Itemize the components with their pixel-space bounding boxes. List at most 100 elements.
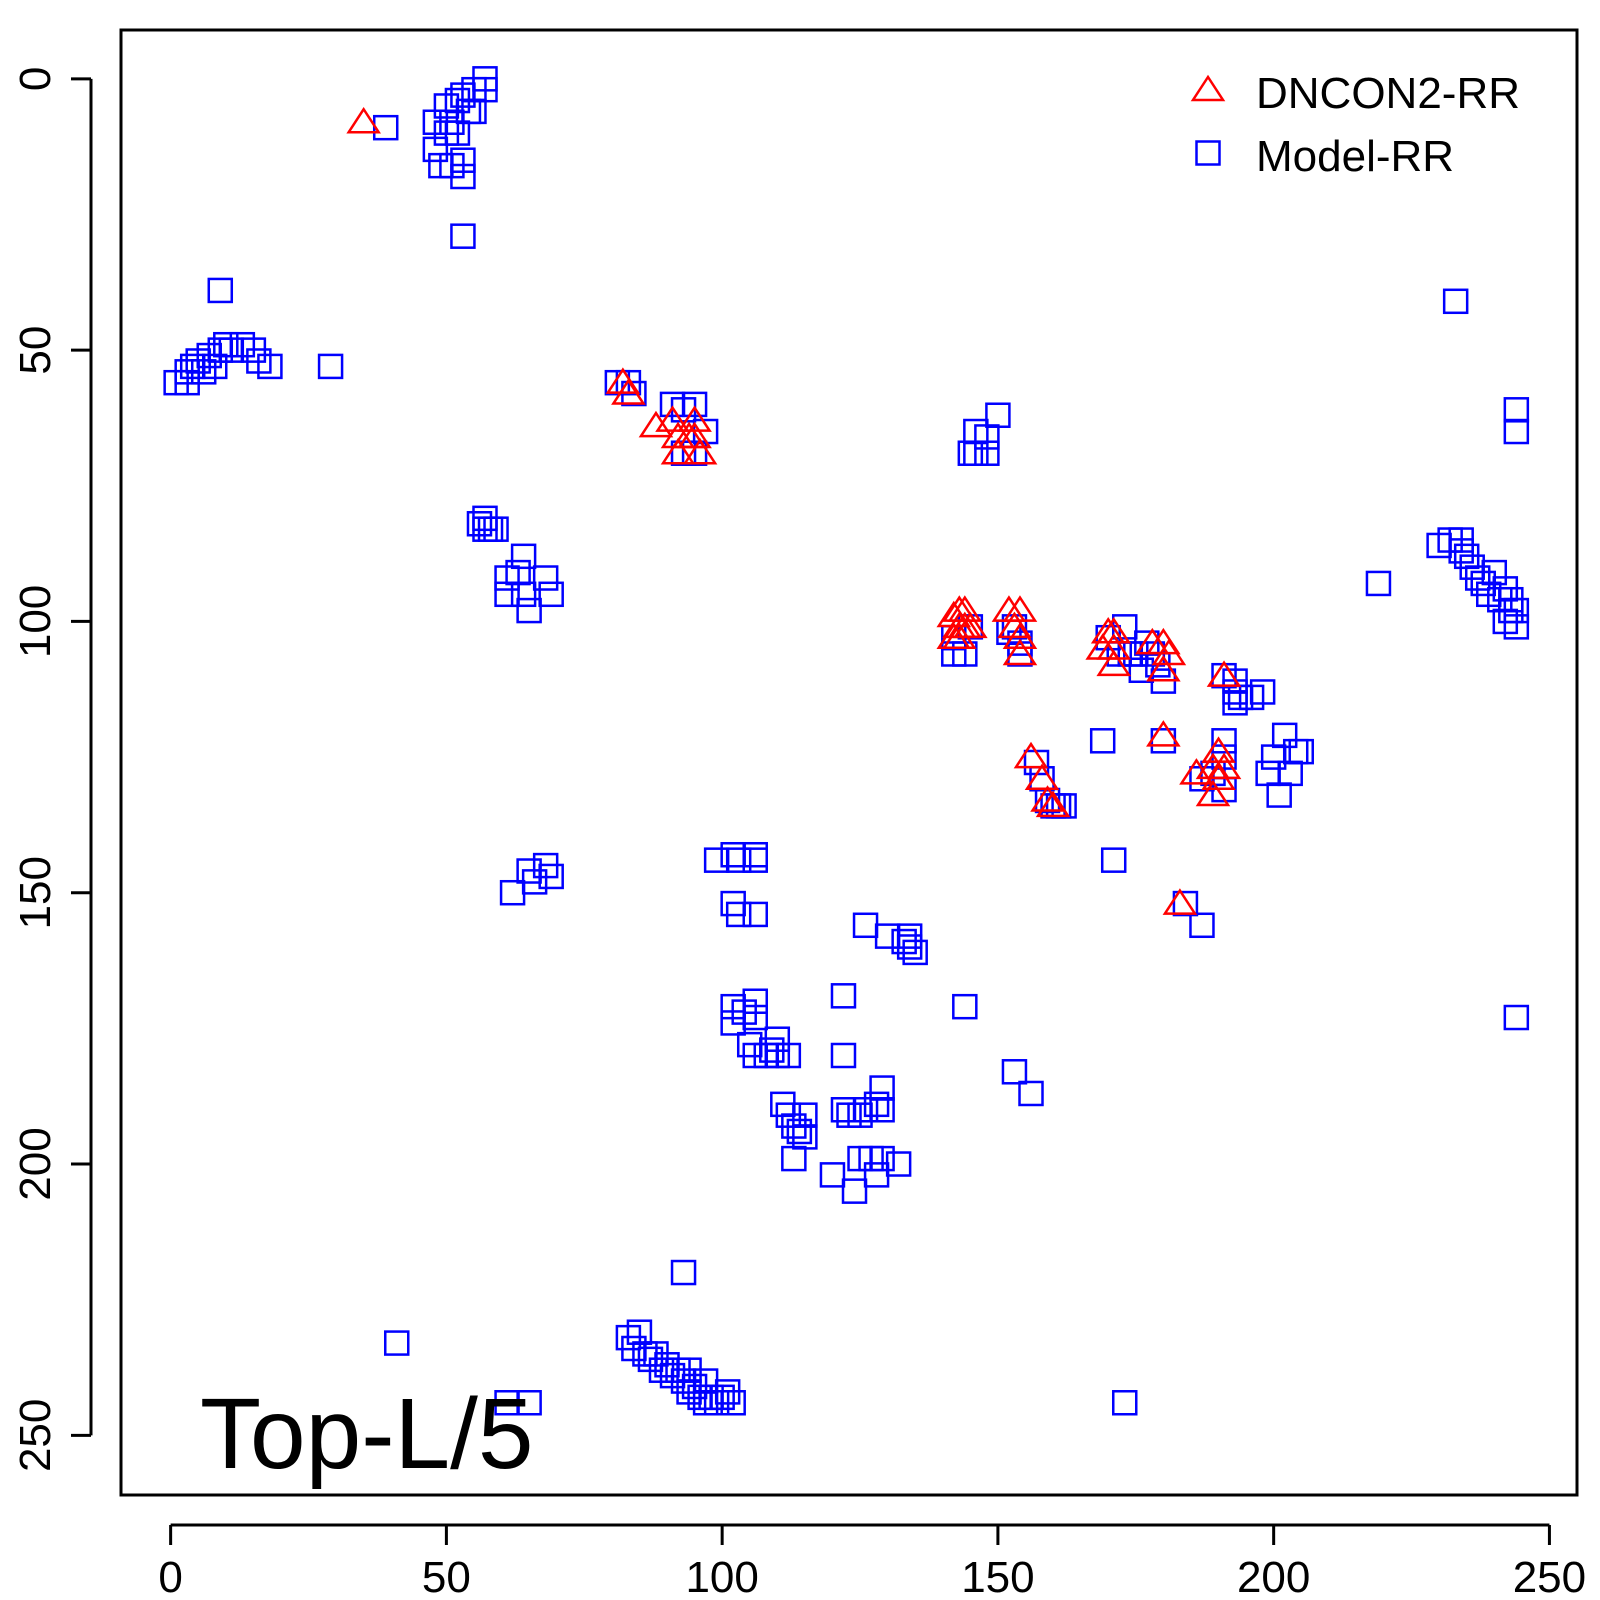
triangle-point (1162, 888, 1198, 915)
square-point (681, 391, 708, 418)
triangle-point (346, 106, 381, 134)
square-point (902, 939, 928, 966)
annotation-label: Top-L/5 (200, 1378, 534, 1490)
x-tick-label: 150 (961, 1553, 1034, 1600)
triangle-point (1096, 633, 1132, 660)
square-point (1211, 728, 1237, 754)
square-point (472, 76, 498, 103)
square-point (450, 163, 476, 190)
square-point (213, 331, 239, 358)
y-tick-label: 200 (11, 1127, 60, 1200)
y-tick-label: 250 (11, 1399, 60, 1472)
square-point (1255, 760, 1281, 787)
square-point (516, 1390, 542, 1416)
square-point (742, 1004, 768, 1031)
square-point (792, 1102, 818, 1128)
square-point (317, 353, 344, 380)
square-point (720, 1390, 746, 1416)
square-point (819, 1162, 846, 1188)
square-point (725, 847, 752, 873)
square-point (742, 841, 768, 868)
square-point (1051, 793, 1077, 819)
square-point (207, 277, 234, 304)
square-point (1249, 679, 1276, 705)
x-tick-label: 100 (685, 1553, 758, 1600)
square-point (720, 841, 746, 868)
triangle-point (605, 367, 641, 394)
x-tick-label: 50 (422, 1553, 471, 1600)
triangle-point (682, 437, 718, 465)
square-point (952, 993, 978, 1020)
triangle-point (1035, 790, 1071, 818)
triangle-point (1096, 616, 1132, 644)
square-point (1503, 1004, 1530, 1031)
legend-marker (1195, 140, 1221, 166)
square-point (896, 934, 923, 960)
triangle-point (660, 437, 696, 465)
triangle-point (1146, 654, 1181, 682)
square-point (510, 543, 537, 570)
square-point (483, 516, 509, 542)
y-tick-label: 0 (11, 67, 60, 91)
square-point (974, 440, 1000, 466)
square-point (1001, 1059, 1028, 1085)
square-point (1018, 1080, 1044, 1107)
triangle-point (1096, 649, 1132, 677)
triangle-point (677, 405, 712, 432)
square-point (869, 1075, 895, 1101)
triangle-point (1179, 758, 1214, 785)
triangle-point (947, 595, 983, 622)
square-point (874, 923, 901, 949)
triangle-point (1024, 763, 1060, 791)
square-point (1222, 690, 1248, 716)
square-point (841, 1178, 868, 1204)
square-point (885, 1151, 912, 1177)
square-point (830, 983, 857, 1009)
triangle-point (991, 595, 1027, 622)
y-axis: 0 50 100 150 200 250 (11, 67, 93, 1472)
square-point (257, 353, 283, 380)
square-point (1112, 1390, 1138, 1416)
triangle-point (1002, 622, 1038, 649)
square-point (1260, 744, 1287, 770)
x-tick-label: 250 (1513, 1553, 1586, 1600)
triangle-point (1002, 638, 1038, 666)
square-point (1266, 782, 1292, 808)
triangle-point (638, 410, 674, 438)
square-point (516, 597, 542, 624)
square-point (510, 581, 537, 608)
square-point (703, 847, 730, 873)
square-point (372, 114, 399, 141)
square-point (494, 565, 520, 591)
series-model-rr (163, 66, 1530, 1416)
square-point (985, 402, 1011, 428)
triangle-point (1013, 741, 1049, 769)
square-point (869, 1097, 895, 1123)
square-point (742, 988, 768, 1014)
legend-label: DNCON2-RR (1256, 69, 1520, 118)
triangle-point (997, 611, 1032, 639)
square-point (957, 440, 984, 466)
square-point (786, 1118, 813, 1145)
square-point (830, 1097, 857, 1123)
square-point (499, 879, 526, 906)
square-point (863, 1091, 890, 1118)
data-points (163, 66, 1530, 1416)
y-tick-label: 100 (11, 585, 60, 658)
square-point (1503, 597, 1530, 624)
square-point (450, 223, 476, 249)
square-point (538, 581, 564, 608)
legend: DNCON2-RR Model-RR (1190, 69, 1520, 181)
square-point (869, 1145, 895, 1172)
square-point (538, 863, 564, 890)
triangle-point (1002, 595, 1038, 622)
square-point (1277, 760, 1303, 787)
square-point (1448, 527, 1474, 553)
square-point (1503, 418, 1530, 445)
triangle-point (1206, 660, 1242, 687)
square-point (450, 147, 476, 173)
square-point (775, 1042, 802, 1069)
triangle-point (1201, 736, 1236, 763)
square-point (532, 565, 559, 591)
